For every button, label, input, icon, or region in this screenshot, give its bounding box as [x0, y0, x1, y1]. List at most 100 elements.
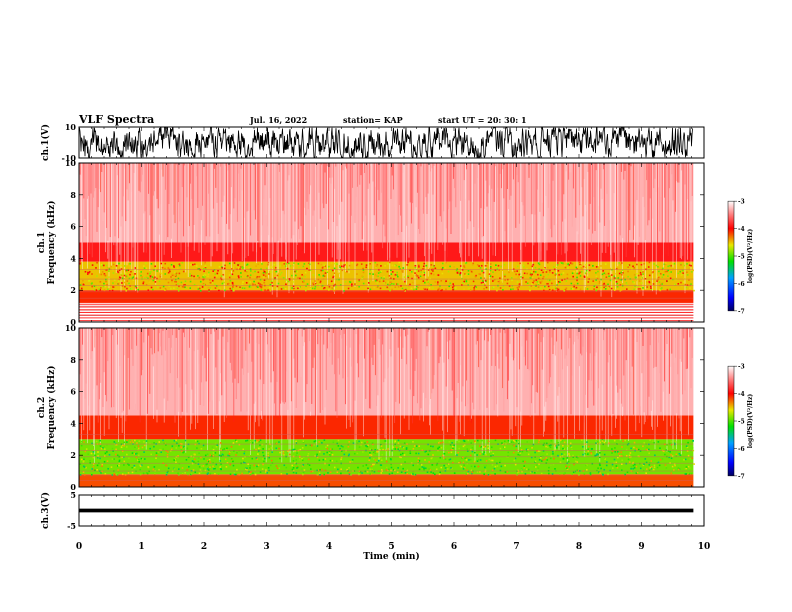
spectrogram-speckle [417, 460, 419, 463]
spectrogram-speckle [609, 267, 612, 270]
spectrogram-speckle [686, 263, 688, 265]
spectrogram-speckle [630, 472, 633, 474]
spectrogram-speckle [562, 458, 565, 460]
spectrogram-speckle [267, 452, 269, 454]
spectrogram-speckle [219, 466, 222, 468]
spectrogram-speckle [121, 277, 124, 280]
spectrogram-speckle [645, 472, 647, 474]
spectrogram-speckle [615, 465, 618, 467]
spectrogram-speckle [372, 458, 375, 460]
spectrogram-speckle [134, 446, 136, 449]
spectrogram-speckle [323, 266, 326, 269]
spectrogram-speckle [143, 265, 145, 267]
spectrogram-speckle [229, 463, 232, 466]
spectrogram-speckle [152, 468, 155, 471]
spectrogram-speckle [235, 439, 237, 442]
spectrogram-speckle [523, 271, 526, 274]
spectrogram-speckle [128, 464, 130, 466]
spectrogram-speckle [525, 448, 528, 451]
spectrogram-speckle [651, 440, 654, 442]
spectrogram-speckle [619, 455, 621, 457]
spectrogram-speckle [572, 454, 574, 457]
spectrogram-speckle [246, 468, 248, 471]
spectrogram-speckle [185, 458, 188, 461]
spectrogram-speckle [358, 440, 360, 443]
spectrogram-speckle [665, 467, 668, 469]
spectrogram-speckle [542, 450, 545, 452]
spectrogram-speckle [627, 458, 630, 461]
spectrogram-speckle [480, 277, 482, 279]
spectrogram-speckle [106, 460, 109, 462]
spectrogram-speckle [613, 461, 615, 464]
spectrogram-speckle [220, 277, 222, 279]
spectrogram-speckle [163, 442, 165, 445]
spectrogram-speckle [423, 466, 425, 469]
spectrogram-speckle [249, 467, 251, 469]
spectrogram-speckle [306, 283, 309, 285]
spectrogram-speckle [440, 442, 442, 444]
spectrogram-speckle [440, 280, 443, 282]
spectrogram-speckle [472, 448, 475, 450]
spectrogram-speckle [450, 461, 452, 464]
spectrogram-speckle [266, 277, 269, 280]
spectrogram-speckle [167, 451, 169, 453]
spectrogram-speckle [175, 283, 178, 286]
spectrogram-speckle [523, 465, 526, 467]
spectrogram-speckle [338, 278, 340, 281]
spectrogram-speckle [621, 273, 623, 276]
spectrogram-speckle [531, 446, 533, 449]
spectrogram-speckle [588, 271, 590, 274]
spectrogram-speckle [407, 266, 410, 269]
spectrogram-speckle [498, 282, 501, 284]
spectrogram-speckle [231, 268, 233, 270]
spectrogram-speckle [310, 444, 313, 447]
spectrogram-speckle [500, 279, 503, 282]
spectrogram-speckle [379, 449, 381, 451]
spectrogram-speckle [570, 445, 572, 448]
spectrogram-speckle [192, 263, 194, 266]
spectrogram-speckle [203, 458, 205, 460]
spectrogram-speckle [564, 266, 567, 269]
spectrogram-speckle [673, 262, 676, 265]
spectrogram-speckle [267, 263, 269, 266]
spectrogram-speckle [346, 468, 348, 471]
spectrogram-speckle [330, 448, 332, 450]
spectrogram-speckle [221, 453, 224, 456]
spectrogram-speckle [79, 262, 81, 265]
spectrogram-speckle [228, 276, 231, 279]
spectrogram-speckle [305, 285, 307, 288]
spectrogram-speckle [671, 465, 674, 468]
spectrogram-speckle [545, 442, 548, 445]
spectrogram-speckle [373, 463, 375, 466]
spectrogram-speckle [227, 449, 230, 451]
spectrogram-speckle [613, 439, 616, 442]
spectrogram-speckle [401, 287, 404, 290]
spectrogram-speckle [443, 261, 446, 264]
spectrogram-speckle [485, 460, 488, 462]
spectrogram-speckle [111, 447, 114, 450]
spectrogram-speckle [588, 264, 591, 266]
spectrogram-speckle [443, 464, 445, 467]
spectrogram-speckle [153, 466, 156, 468]
spectrogram-speckle [409, 269, 411, 272]
spectrogram-speckle [477, 465, 480, 468]
spectrogram-speckle [190, 263, 192, 266]
spectrogram-speckle [131, 466, 134, 469]
spectrogram-speckle [615, 267, 618, 270]
spectrogram-speckle [538, 268, 540, 270]
spectrogram-speckle [548, 466, 550, 469]
spectrogram-speckle [165, 444, 167, 446]
spectrogram-speckle [91, 442, 93, 445]
spectrogram-speckle [401, 271, 404, 273]
spectrogram-speckle [342, 265, 345, 268]
spectrogram-speckle [563, 453, 566, 456]
spectrogram-speckle [183, 451, 185, 453]
spectrogram-speckle [404, 290, 406, 292]
spectrogram-speckle [644, 458, 647, 460]
spectrogram-speckle [145, 472, 148, 474]
spectrogram-speckle [495, 264, 497, 267]
spectrogram-speckle [220, 261, 222, 264]
spectrogram-speckle [484, 445, 487, 448]
spectrogram-speckle [543, 285, 546, 288]
spectrogram-speckle [524, 472, 527, 475]
